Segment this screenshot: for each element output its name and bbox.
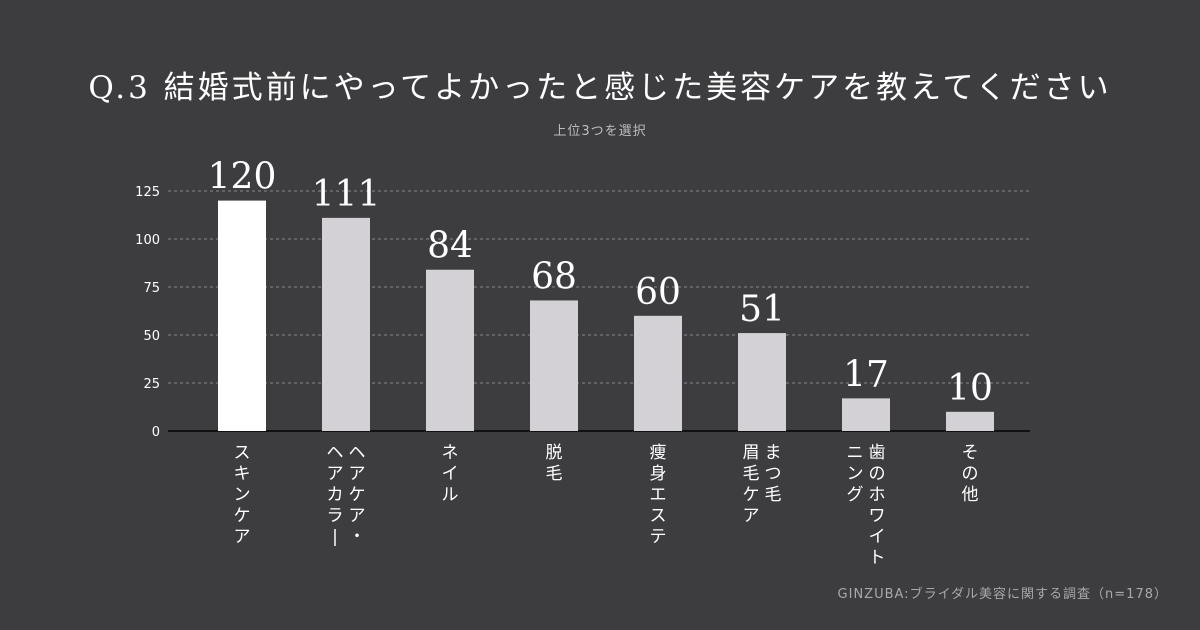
- x-tick-label: ケ: [743, 485, 760, 505]
- data-label: 60: [635, 272, 681, 313]
- x-tick-label: ア: [349, 464, 366, 484]
- x-tick-label: ケ: [234, 506, 251, 526]
- x-tick-label: ま: [765, 443, 782, 463]
- data-label: 17: [843, 354, 889, 395]
- bar: [842, 398, 890, 431]
- bar: [634, 315, 682, 431]
- x-tick-label: 毛: [546, 464, 563, 484]
- x-tick-label: つ: [765, 464, 782, 484]
- x-tick-label: エ: [650, 485, 667, 505]
- x-tick-label: ・: [349, 527, 366, 547]
- y-tick-label: 100: [135, 233, 160, 248]
- bar: [426, 269, 474, 431]
- x-tick-label: ケ: [349, 485, 366, 505]
- data-label: 51: [739, 289, 785, 330]
- x-tick-label: ワ: [869, 506, 886, 526]
- x-tick-label: の: [962, 464, 979, 484]
- x-tick-label: そ: [962, 443, 979, 463]
- x-tick-label: ヘ: [349, 443, 366, 463]
- x-tick-label: ネ: [442, 443, 459, 463]
- x-tick-label: 毛: [743, 464, 760, 484]
- data-label: 120: [208, 157, 277, 198]
- x-tick-label: ヘ: [327, 443, 344, 463]
- x-tick-label: ア: [234, 527, 251, 547]
- x-tick-label: ン: [847, 464, 864, 484]
- y-tick-label: 50: [143, 329, 160, 344]
- chart-title: Q.3 結婚式前にやってよかったと感じた美容ケアを教えてください: [88, 70, 1112, 106]
- x-tick-label: ラ: [327, 506, 344, 526]
- x-tick-label: 痩: [650, 443, 667, 463]
- bar: [738, 333, 786, 431]
- y-tick-label: 0: [152, 425, 160, 440]
- chart-subtitle: 上位3つを選択: [553, 124, 647, 139]
- source-note: GINZUBA:ブライダル美容に関する調査（n=178）: [837, 587, 1168, 602]
- x-tick-label: ア: [327, 464, 344, 484]
- bar: [946, 411, 994, 431]
- x-tick-label: |: [332, 527, 338, 547]
- data-label: 84: [427, 226, 473, 267]
- x-tick-label: 他: [962, 485, 979, 505]
- x-tick-label: の: [869, 464, 886, 484]
- y-tick-label: 25: [143, 377, 160, 392]
- x-tick-label: 身: [650, 464, 667, 484]
- x-tick-label: 歯: [869, 443, 886, 463]
- x-tick-label: ホ: [869, 485, 886, 505]
- bar: [530, 300, 578, 431]
- bar: [218, 200, 266, 431]
- x-tick-label: イ: [442, 464, 459, 484]
- data-label: 10: [947, 368, 993, 409]
- x-tick-label: ス: [650, 506, 667, 526]
- x-tick-label: カ: [327, 485, 344, 505]
- x-tick-label: 眉: [743, 443, 760, 463]
- x-tick-label: 毛: [765, 485, 782, 505]
- x-tick-label: キ: [234, 464, 251, 484]
- x-tick-label: ニ: [847, 443, 864, 463]
- y-tick-label: 75: [143, 281, 160, 296]
- x-tick-label: 脱: [546, 443, 563, 463]
- x-tick-label: イ: [869, 527, 886, 547]
- x-tick-label: ス: [234, 443, 251, 463]
- x-tick-label: ル: [442, 485, 459, 505]
- y-tick-label: 125: [135, 185, 160, 200]
- data-label: 111: [312, 174, 381, 215]
- x-tick-label: ン: [234, 485, 251, 505]
- x-tick-label: グ: [847, 485, 864, 505]
- x-tick-label: ト: [869, 548, 886, 568]
- bar: [322, 217, 370, 431]
- data-label: 68: [531, 256, 577, 297]
- x-tick-label: ア: [349, 506, 366, 526]
- x-tick-label: テ: [650, 527, 667, 547]
- x-tick-label: ア: [743, 506, 760, 526]
